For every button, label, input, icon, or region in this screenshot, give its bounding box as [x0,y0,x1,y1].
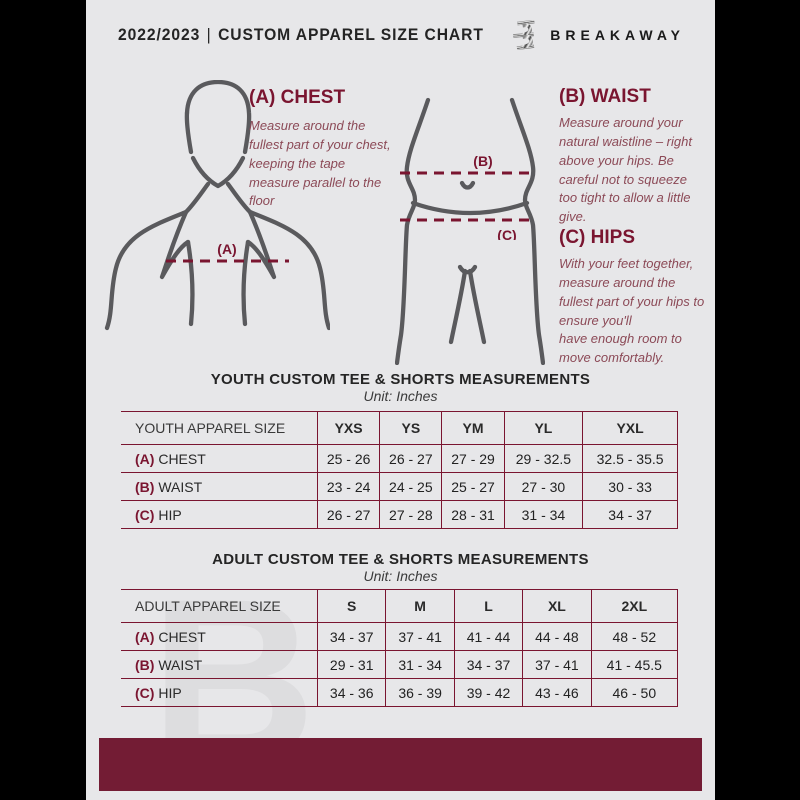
svg-text:(C): (C) [497,227,516,240]
svg-text:(A): (A) [217,241,236,257]
svg-text:(B): (B) [473,153,492,169]
